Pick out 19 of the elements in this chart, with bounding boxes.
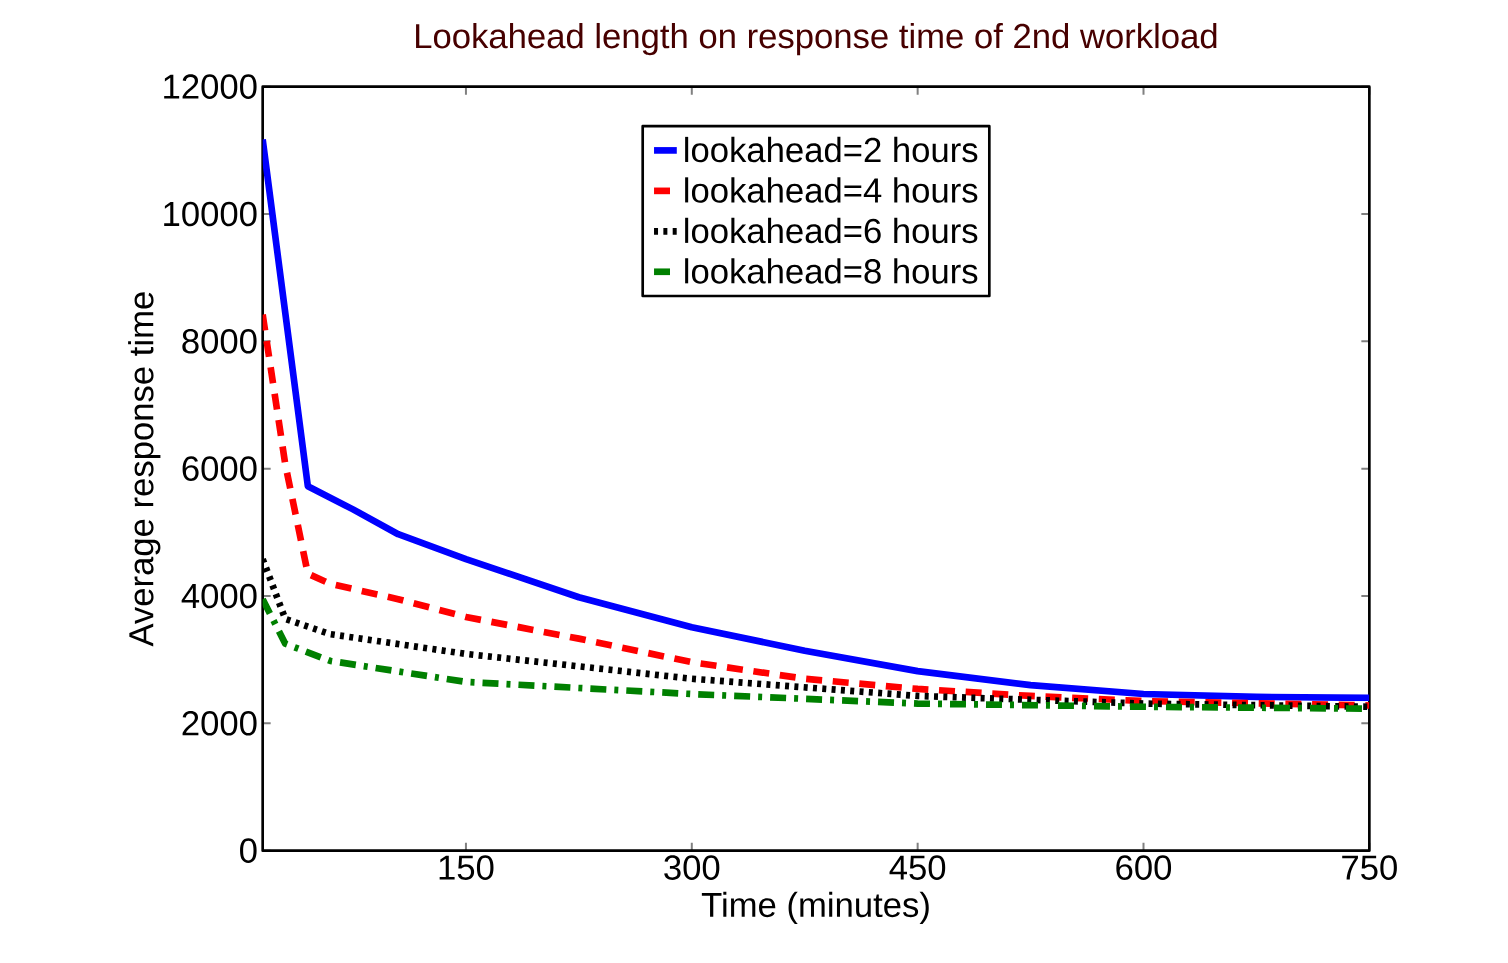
legend-label: lookahead=4 hours bbox=[685, 177, 978, 203]
x-tick-label: 600 bbox=[1116, 855, 1172, 881]
x-tick-label: 450 bbox=[889, 855, 946, 881]
y-tick-label: 6000 bbox=[182, 456, 257, 482]
y-tick-label: 10000 bbox=[164, 201, 257, 227]
legend-label: lookahead=2 hours bbox=[685, 137, 978, 163]
chart-title: Lookahead length on response time of 2nd workload bbox=[416, 23, 1217, 56]
x-axis-title: Time (minutes) bbox=[701, 891, 929, 925]
y-tick-label: 12000 bbox=[164, 74, 257, 100]
x-tick-label: 750 bbox=[1342, 855, 1397, 881]
x-tick-label: 150 bbox=[439, 855, 494, 881]
y-tick-label: 4000 bbox=[181, 583, 257, 609]
legend-label: lookahead=6 hours bbox=[685, 217, 978, 244]
legend-label: lookahead=8 hours bbox=[685, 258, 978, 284]
x-tick-label: 300 bbox=[664, 855, 720, 881]
y-tick-label: 0 bbox=[240, 838, 257, 864]
y-tick-label: 8000 bbox=[182, 329, 257, 354]
y-tick-label: 2000 bbox=[182, 711, 257, 736]
y-axis-title: Average response time bbox=[128, 292, 161, 647]
